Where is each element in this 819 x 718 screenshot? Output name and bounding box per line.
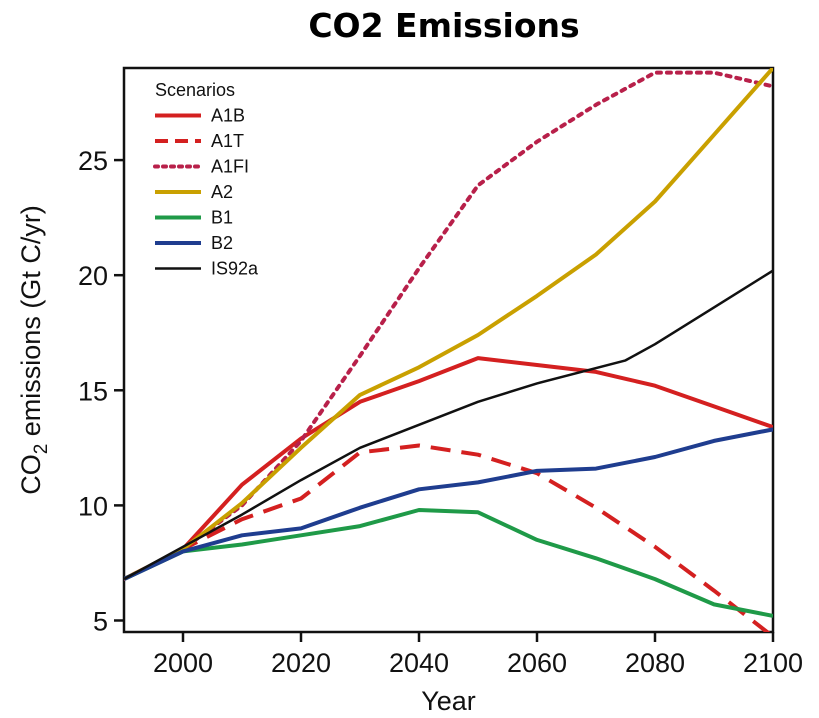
y-tick-label: 25 [78, 146, 108, 176]
page-title: CO2 Emissions [308, 6, 580, 45]
plot-frame [122, 66, 775, 634]
series-line-is92a [124, 269, 773, 581]
x-tick-label: 2040 [389, 648, 449, 678]
plot-area [122, 66, 775, 634]
x-tick-label: 2100 [743, 648, 803, 678]
series-line-a1t [124, 443, 771, 632]
x-tick-label: 2000 [153, 648, 213, 678]
legend-label-a2: A2 [211, 182, 233, 202]
legend-label-is92a: IS92a [211, 259, 259, 279]
legend-label-b2: B2 [211, 233, 233, 253]
series-lines [124, 68, 773, 632]
x-tick-label: 2080 [625, 648, 685, 678]
y-tick-label: 20 [78, 261, 108, 291]
axes: 2000 2020 2040 2060 2080 2100 5 10 15 20 25 Year CO2… [16, 146, 803, 716]
legend-label-a1t: A1T [211, 131, 244, 151]
series-line-a1b [124, 356, 773, 581]
legend: Scenarios A1B A1T A1FI A2 B1 B2 IS92a [153, 80, 259, 279]
y-axis-title: CO2 emissions (Gt C/yr) [16, 205, 52, 495]
x-axis-title: Year [421, 686, 476, 716]
legend-title: Scenarios [155, 80, 235, 100]
series-line-b2 [124, 427, 773, 581]
x-tick-label: 2060 [507, 648, 567, 678]
x-tick-label: 2020 [271, 648, 331, 678]
legend-label-a1b: A1B [211, 106, 245, 126]
legend-label-b1: B1 [211, 208, 233, 228]
y-tick-label: 15 [78, 376, 108, 406]
series-line-b1 [124, 508, 773, 618]
y-tick-label: 10 [78, 491, 108, 521]
series-line-a2 [124, 68, 773, 581]
y-tick-label: 5 [93, 606, 108, 636]
legend-label-a1fi: A1FI [211, 157, 249, 177]
